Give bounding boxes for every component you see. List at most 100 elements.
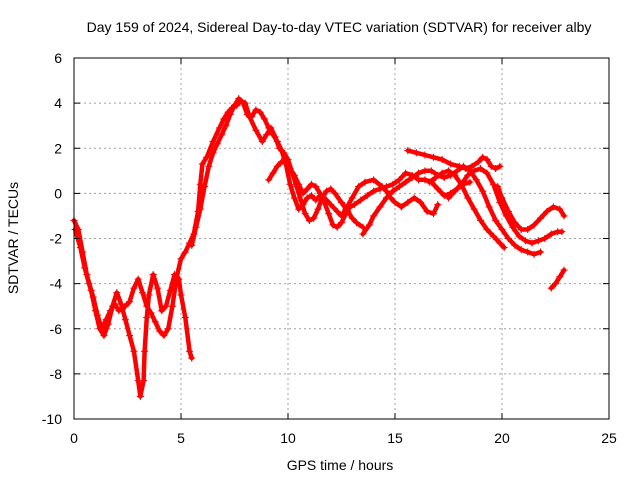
data-point bbox=[415, 176, 423, 184]
data-point bbox=[278, 147, 286, 155]
data-point bbox=[314, 205, 322, 213]
data-point bbox=[363, 192, 371, 200]
data-point bbox=[395, 176, 403, 184]
data-point bbox=[412, 149, 420, 157]
data-point bbox=[404, 147, 412, 155]
data-point bbox=[203, 153, 211, 161]
data-point bbox=[231, 101, 238, 109]
data-point bbox=[485, 203, 493, 211]
data-point bbox=[188, 354, 196, 362]
data-point bbox=[308, 192, 316, 200]
data-point bbox=[496, 162, 504, 170]
data-point bbox=[547, 284, 555, 292]
data-point bbox=[556, 205, 564, 213]
data-point bbox=[295, 205, 303, 213]
data-point bbox=[423, 207, 431, 215]
series-track-6 bbox=[404, 147, 504, 173]
data-point bbox=[156, 327, 164, 335]
data-point bbox=[196, 180, 204, 188]
series-track-1 bbox=[70, 216, 196, 400]
data-point bbox=[323, 187, 331, 195]
data-point bbox=[477, 216, 485, 224]
data-point bbox=[415, 169, 423, 177]
data-point bbox=[483, 169, 491, 177]
data-point bbox=[106, 307, 114, 315]
data-point bbox=[352, 219, 360, 227]
data-point bbox=[445, 167, 452, 175]
data-point bbox=[286, 180, 294, 188]
data-point bbox=[376, 203, 384, 211]
data-point bbox=[434, 185, 442, 193]
data-point bbox=[511, 241, 519, 249]
data-point bbox=[149, 271, 157, 279]
data-point bbox=[327, 185, 335, 193]
data-point bbox=[464, 171, 472, 179]
data-point bbox=[404, 198, 412, 206]
y-tick-label: -8 bbox=[50, 366, 63, 382]
data-point bbox=[115, 307, 123, 315]
data-point bbox=[113, 289, 121, 297]
data-point bbox=[147, 309, 155, 317]
data-point bbox=[126, 332, 134, 340]
data-point bbox=[85, 280, 93, 288]
data-point bbox=[479, 187, 487, 195]
data-point bbox=[256, 108, 264, 116]
data-point bbox=[325, 210, 333, 218]
data-point bbox=[186, 347, 194, 355]
data-point bbox=[440, 192, 448, 200]
data-point bbox=[421, 176, 429, 184]
plot-frame bbox=[73, 57, 610, 420]
data-point bbox=[528, 239, 536, 247]
data-point bbox=[541, 235, 549, 242]
data-point bbox=[468, 162, 476, 170]
data-point bbox=[312, 196, 320, 204]
data-point bbox=[273, 137, 281, 145]
data-point bbox=[560, 266, 568, 274]
data-point bbox=[397, 203, 405, 211]
data-point bbox=[370, 212, 378, 220]
x-tick-label: 0 bbox=[70, 430, 78, 446]
data-point bbox=[258, 137, 266, 145]
data-point bbox=[239, 99, 247, 107]
data-point bbox=[530, 250, 538, 258]
data-point bbox=[130, 347, 138, 355]
data-point bbox=[290, 194, 298, 202]
data-point bbox=[537, 214, 545, 222]
data-point bbox=[181, 313, 189, 321]
y-tick-label: 0 bbox=[54, 185, 62, 201]
data-point bbox=[376, 185, 384, 193]
data-point bbox=[500, 244, 508, 252]
data-point bbox=[140, 377, 148, 385]
data-point bbox=[111, 300, 119, 308]
data-point bbox=[489, 232, 497, 240]
data-point bbox=[543, 207, 551, 215]
data-point bbox=[295, 180, 303, 188]
data-point bbox=[218, 131, 226, 139]
data-point bbox=[509, 223, 517, 231]
data-point bbox=[391, 198, 399, 206]
x-tick-label: 25 bbox=[601, 430, 617, 446]
data-point bbox=[342, 210, 350, 218]
data-point bbox=[487, 162, 495, 170]
data-point bbox=[333, 223, 341, 231]
data-point bbox=[252, 126, 260, 134]
data-point bbox=[299, 189, 307, 197]
data-point bbox=[153, 284, 161, 292]
data-point bbox=[483, 225, 491, 233]
data-point bbox=[530, 221, 538, 229]
data-point bbox=[338, 219, 345, 227]
data-point bbox=[432, 174, 440, 182]
data-point bbox=[365, 221, 373, 229]
data-point bbox=[425, 178, 433, 186]
data-point bbox=[410, 194, 418, 202]
data-point bbox=[389, 187, 397, 195]
data-point bbox=[447, 160, 455, 168]
y-tick-label: -6 bbox=[50, 321, 63, 337]
data-point bbox=[504, 235, 512, 242]
data-point bbox=[524, 248, 532, 256]
data-point bbox=[382, 183, 390, 191]
data-point bbox=[451, 171, 459, 179]
data-point bbox=[201, 183, 209, 191]
data-point bbox=[235, 95, 243, 103]
data-point bbox=[308, 180, 316, 188]
